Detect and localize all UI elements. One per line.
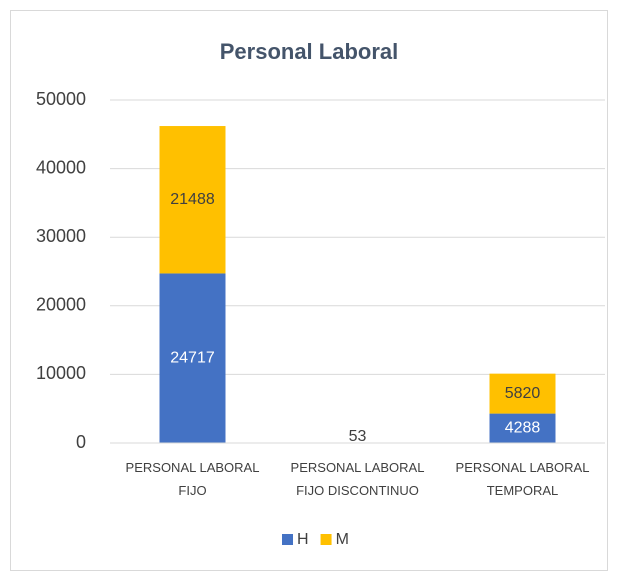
x-tick-label: PERSONAL LABORAL TEMPORAL [455, 460, 590, 498]
y-tick-label: 20000 [36, 295, 86, 315]
bar-segment [489, 373, 556, 414]
data-label: 5820 [505, 385, 541, 402]
data-label: 4288 [505, 420, 541, 437]
y-tick-label: 40000 [36, 157, 86, 177]
data-label: 24717 [170, 349, 215, 366]
legend-label: M [336, 531, 349, 548]
y-tick-label: 50000 [36, 89, 86, 109]
chart-title: Personal Laboral [220, 39, 399, 64]
y-tick-label: 30000 [36, 226, 86, 246]
x-tick-label: PERSONAL LABORAL FIJO [125, 460, 260, 498]
bar-segment [489, 413, 556, 443]
bar-segment [159, 126, 226, 274]
x-tick-label: PERSONAL LABORAL FIJO DISCONTINUO [290, 460, 425, 498]
legend-swatch [282, 534, 293, 545]
data-label: 21488 [170, 191, 215, 208]
y-tick-label: 10000 [36, 363, 86, 383]
y-tick-label: 0 [76, 432, 86, 452]
data-label: 53 [349, 428, 367, 445]
chart-border [10, 10, 608, 571]
legend-label: H [297, 531, 309, 548]
legend-swatch [320, 534, 332, 545]
bar-segment [159, 273, 226, 443]
